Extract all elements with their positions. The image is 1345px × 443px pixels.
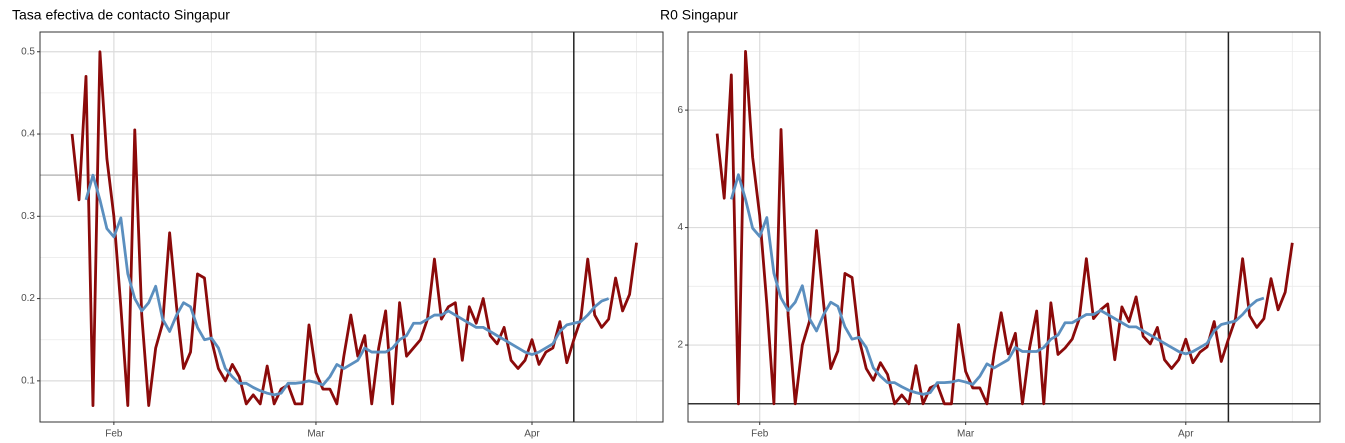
chart-title: R0 Singapur (660, 7, 738, 23)
series-line (84, 173, 610, 397)
x-tick-label: Apr (524, 429, 540, 440)
x-tick-label: Mar (307, 429, 325, 440)
y-tick-label: 0.1 (21, 376, 35, 387)
y-tick-label: 0.5 (21, 46, 35, 57)
x-tick-label: Feb (105, 429, 123, 440)
series-line (70, 50, 638, 407)
y-tick-label: 0.4 (21, 129, 35, 140)
y-tick-label: 0.2 (21, 293, 35, 304)
y-tick-label: 6 (677, 105, 683, 116)
series-line (729, 173, 1265, 396)
x-tick-label: Feb (751, 429, 769, 440)
y-tick-label: 2 (677, 340, 683, 351)
y-tick-label: 4 (677, 222, 683, 233)
plot-border (39, 31, 664, 423)
chart-title: Tasa efectiva de contacto Singapur (12, 7, 230, 23)
series-line (715, 49, 1294, 406)
x-tick-label: Apr (1178, 429, 1194, 440)
plot-border (687, 31, 1321, 423)
x-tick-label: Mar (957, 429, 975, 440)
y-tick-label: 0.3 (21, 211, 35, 222)
